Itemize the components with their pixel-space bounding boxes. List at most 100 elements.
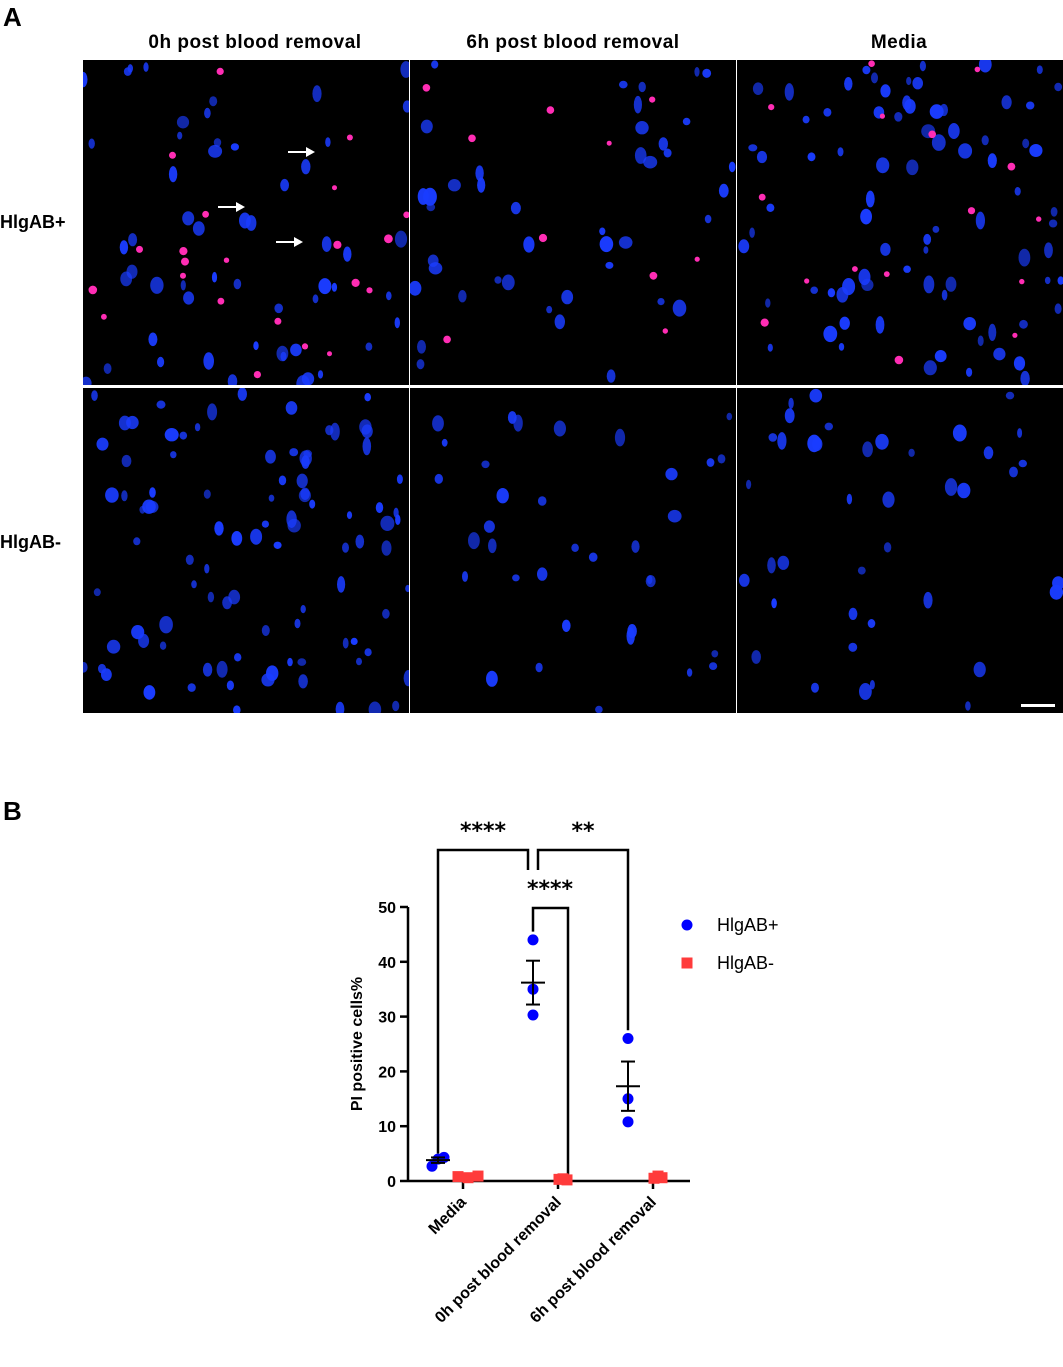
significance-label: ****	[460, 819, 507, 844]
nucleus	[143, 62, 149, 72]
nucleus	[426, 203, 436, 212]
nucleus	[106, 639, 121, 654]
nucleus	[375, 502, 384, 514]
pi-positive-cell	[928, 130, 936, 139]
nucleus	[101, 668, 112, 681]
nucleus	[149, 487, 156, 498]
nucleus	[159, 616, 173, 634]
nucleus	[932, 225, 940, 233]
data-point-hlgab-plus	[622, 1033, 634, 1045]
nucleus	[510, 201, 521, 215]
nucleus	[301, 159, 311, 175]
nucleus	[605, 261, 614, 269]
nucleus	[434, 473, 443, 484]
nucleus	[462, 571, 468, 582]
nucleus	[599, 236, 614, 253]
nucleus	[767, 343, 773, 352]
pi-positive-cell	[768, 104, 775, 111]
nucleus	[894, 112, 903, 122]
nucleus	[1029, 144, 1043, 157]
nucleus	[862, 441, 873, 458]
nucleus	[296, 473, 308, 489]
nucleus	[562, 619, 571, 632]
nucleus	[875, 433, 889, 450]
row-label-hlgab-minus: HlgAB-	[0, 532, 61, 552]
pi-positive-cell	[422, 84, 431, 92]
micrograph-hlgab-minus-6h	[410, 388, 736, 713]
nucleus	[788, 397, 794, 409]
nucleus	[179, 431, 188, 440]
nucleus	[301, 455, 310, 469]
pi-positive-cell	[868, 60, 875, 67]
nucleus	[1022, 138, 1030, 149]
nucleus	[208, 144, 223, 158]
nucleus	[423, 187, 437, 206]
pi-positive-cell	[1012, 332, 1018, 338]
nucleus	[875, 316, 885, 334]
nucleus	[977, 335, 984, 347]
pi-positive-cell	[351, 278, 360, 287]
nucleus	[595, 705, 603, 713]
legend-marker-hlgab-minus	[681, 957, 693, 969]
nucleus	[346, 511, 353, 519]
pi-positive-cell	[974, 66, 981, 73]
pi-positive-cell	[758, 193, 766, 201]
panel-b-letter: B	[3, 796, 22, 826]
nucleus	[93, 588, 101, 597]
nucleus	[767, 557, 776, 574]
y-tick-label: 0	[387, 1174, 396, 1191]
nucleus	[634, 147, 647, 164]
nucleus	[658, 137, 668, 151]
nucleus	[209, 96, 218, 107]
nucleus	[945, 276, 957, 292]
nucleus	[325, 137, 331, 147]
nucleus	[266, 665, 279, 681]
nucleus	[273, 541, 282, 549]
nucleus	[187, 683, 196, 692]
nucleus	[978, 60, 992, 73]
nucleus	[647, 575, 653, 585]
nucleus	[298, 674, 308, 689]
nucleus	[635, 121, 649, 135]
y-tick-label: 50	[378, 900, 396, 917]
nucleus	[226, 680, 234, 691]
data-point-hlgab-minus	[452, 1171, 464, 1183]
nucleus	[402, 100, 409, 113]
nucleus	[1020, 370, 1030, 385]
pi-positive-cell	[760, 318, 769, 327]
pi-positive-cell	[879, 113, 885, 119]
x-tick-label: Media	[426, 1194, 470, 1238]
nucleus	[207, 403, 218, 421]
nucleus	[337, 576, 346, 593]
y-tick-label: 40	[378, 955, 396, 972]
nucleus	[441, 438, 448, 447]
column-title-0h: 0h post blood removal	[148, 32, 362, 53]
pi-positive-cell	[101, 313, 107, 320]
data-point-hlgab-minus	[561, 1174, 573, 1186]
nucleus	[784, 83, 794, 101]
nucleus	[614, 428, 626, 447]
nucleus	[827, 288, 836, 298]
microscopy-grid	[83, 60, 1063, 713]
nucleus	[702, 68, 712, 78]
nucleus	[546, 305, 553, 314]
nucleus	[342, 637, 349, 649]
bracket-media-vs-0h	[436, 848, 530, 1154]
nucleus	[458, 290, 467, 303]
nucleus	[420, 119, 433, 134]
pi-positive-cell	[883, 271, 890, 277]
pi-positive-cell	[852, 266, 858, 272]
nucleus	[908, 448, 915, 457]
nucleus	[261, 625, 270, 636]
pi-positive-cell	[649, 96, 656, 103]
nucleus	[876, 157, 890, 174]
nucleus	[957, 482, 971, 499]
nucleus	[343, 246, 352, 262]
nucleus	[777, 432, 787, 450]
nucleus	[211, 271, 218, 283]
nucleus	[203, 352, 214, 370]
nucleus	[483, 520, 495, 533]
nucleus	[883, 542, 892, 553]
micrograph-hlgab-plus-6h	[410, 60, 736, 385]
pi-positive-cell	[403, 211, 409, 219]
